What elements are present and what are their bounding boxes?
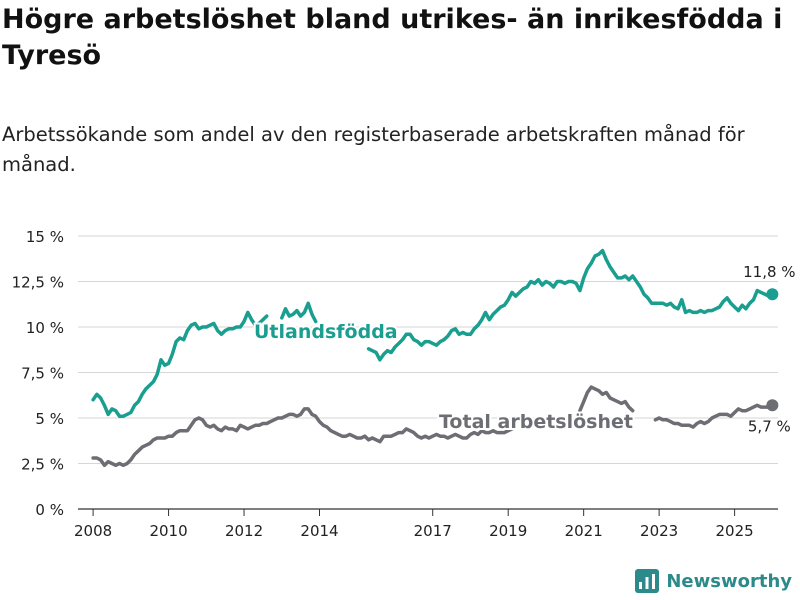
y-tick-label: 15 % bbox=[26, 228, 64, 246]
y-tick-label: 5 % bbox=[35, 410, 64, 428]
y-tick-label: 2,5 % bbox=[21, 456, 64, 474]
y-tick-label: 12,5 % bbox=[12, 274, 64, 292]
y-tick-label: 10 % bbox=[26, 319, 64, 337]
x-tick-label: 2012 bbox=[225, 522, 263, 540]
newsworthy-brand[interactable]: Newsworthy bbox=[635, 566, 792, 596]
series-line-utlandsfodda bbox=[366, 248, 775, 362]
series-labels: 11,8 % 5,7 % Utlandsfödda Total arbetslöshe… bbox=[252, 263, 796, 435]
bar-chart-logo-icon bbox=[635, 569, 660, 593]
x-tick-label: 2021 bbox=[565, 522, 603, 540]
series-end-label: 11,8 % bbox=[743, 263, 795, 281]
series-end-label: 5,7 % bbox=[748, 417, 791, 435]
x-tick-label: 2017 bbox=[414, 522, 452, 540]
series-end-point bbox=[766, 288, 779, 301]
y-tick-label: 0 % bbox=[35, 501, 64, 519]
chart-title: Högre arbetslöshet bland utrikes- än inr… bbox=[2, 4, 783, 71]
x-tick-label: 2023 bbox=[640, 522, 678, 540]
y-axis-ticks: 0 % 2,5 % 5 % 7,5 % 10 % 12,5 % 15 % bbox=[12, 228, 64, 519]
x-tick-label: 2010 bbox=[149, 522, 187, 540]
series-lines bbox=[91, 248, 779, 468]
series-name-label: Total arbetslöshet bbox=[439, 411, 633, 433]
x-tick-label: 2019 bbox=[489, 522, 527, 540]
series-end-point bbox=[766, 399, 779, 412]
x-tick-label: 2014 bbox=[300, 522, 338, 540]
series-name-label: Utlandsfödda bbox=[254, 321, 398, 343]
series-line-total bbox=[653, 403, 775, 429]
gridlines bbox=[78, 235, 778, 510]
brand-name: Newsworthy bbox=[666, 570, 792, 592]
x-tick-label: 2025 bbox=[716, 522, 754, 540]
chart-subtitle: Arbetssökande som andel av den registerb… bbox=[2, 123, 745, 176]
series-line-utlandsfodda bbox=[91, 310, 269, 418]
series-line-utlandsfodda bbox=[280, 301, 318, 324]
y-tick-label: 7,5 % bbox=[21, 365, 64, 383]
x-axis-ticks: 2008 2010 2012 2014 2017 2019 2021 2023 2025 bbox=[74, 509, 754, 540]
x-tick-label: 2008 bbox=[74, 522, 112, 540]
series-line-total bbox=[91, 407, 514, 468]
series-line-total bbox=[578, 385, 635, 413]
